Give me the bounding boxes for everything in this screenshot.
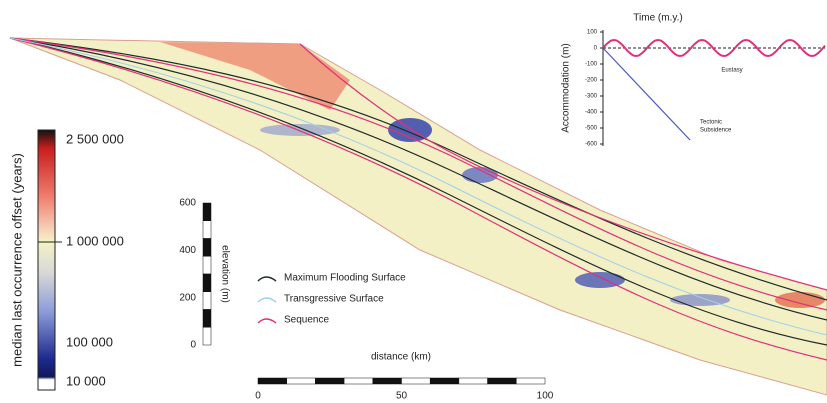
distance-segment: [429, 377, 460, 385]
elevation-tick-label: 0: [190, 340, 196, 351]
distance-segment: [401, 377, 431, 385]
elevation-segment: [202, 238, 212, 257]
distance-segment: [257, 377, 287, 385]
inset-tick-label: -200: [585, 78, 598, 84]
distance-bar: 0 50 100: [255, 377, 554, 402]
inset-tick-label: 100: [587, 30, 598, 36]
distance-tick-label: 100: [537, 391, 554, 402]
elevation-tick-label: 400: [179, 245, 196, 256]
distance-segment: [286, 377, 316, 385]
legend-label: Maximum Flooding Surface: [284, 273, 406, 284]
distance-segment: [516, 377, 546, 385]
subsidence-line: [602, 47, 691, 141]
elevation-segment: [202, 256, 212, 275]
legend: Maximum Flooding Surface Transgressive Su…: [257, 273, 406, 326]
elevation-segment: [202, 327, 212, 346]
elevation-tick-label: 200: [179, 292, 196, 303]
distance-tick-label: 50: [396, 391, 408, 402]
elevation-segment: [202, 273, 212, 292]
elevation-segment: [202, 291, 212, 310]
subsidence-label: Tectonic: [700, 120, 722, 126]
distance-segment: [343, 377, 374, 385]
colorbar: [37, 129, 56, 391]
cross-section: [9, 37, 827, 396]
colorbar-tick-label: 1 000 000: [66, 233, 124, 248]
distance-segment: [315, 377, 345, 385]
inset-tick-label: 0: [594, 46, 598, 52]
elevation-segment: [202, 220, 212, 239]
elevation-bar: 600 400 200 0: [179, 198, 212, 351]
inset-tick-label: -300: [585, 94, 598, 100]
legend-swatch: [257, 318, 277, 324]
inset-tick-label: -600: [585, 142, 598, 148]
inset-y-ticks: 100 0 -100 -200 -300 -400 -500 -600: [585, 30, 603, 148]
eustasy-curve: [602, 39, 826, 57]
subsidence-label: Subsidence: [700, 128, 732, 134]
distance-segment: [458, 377, 488, 385]
elevation-tick-label: 600: [179, 198, 196, 209]
inset-tick-label: -500: [585, 126, 598, 132]
inset-chart: Time (m.y.) Accommodation (m) Eustasy Te…: [561, 13, 826, 148]
colorbar-tick-label: 2 500 000: [66, 131, 124, 146]
elevation-segment: [202, 309, 212, 328]
eustasy-label: Eustasy: [721, 68, 742, 74]
distance-tick-label: 0: [255, 391, 261, 402]
colorbar-label: median last occurrence offset (years): [9, 153, 24, 367]
inset-y-label: Accommodation (m): [561, 43, 572, 132]
distance-segment: [372, 377, 402, 385]
colorbar-tick-label: 10 000: [66, 373, 106, 388]
elevation-segment: [202, 202, 212, 221]
legend-label: Transgressive Surface: [284, 294, 384, 305]
legend-label: Sequence: [284, 315, 329, 326]
legend-swatch: [257, 276, 277, 282]
inset-tick-label: -400: [585, 110, 598, 116]
inset-tick-label: -100: [585, 62, 598, 68]
distance-segment: [487, 377, 517, 385]
legend-swatch: [257, 297, 277, 303]
distance-label: distance (km): [371, 352, 431, 363]
inset-title: Time (m.y.): [633, 13, 682, 24]
elevation-label: elevation (m): [219, 245, 230, 303]
colorbar-tick-label: 100 000: [66, 334, 113, 349]
